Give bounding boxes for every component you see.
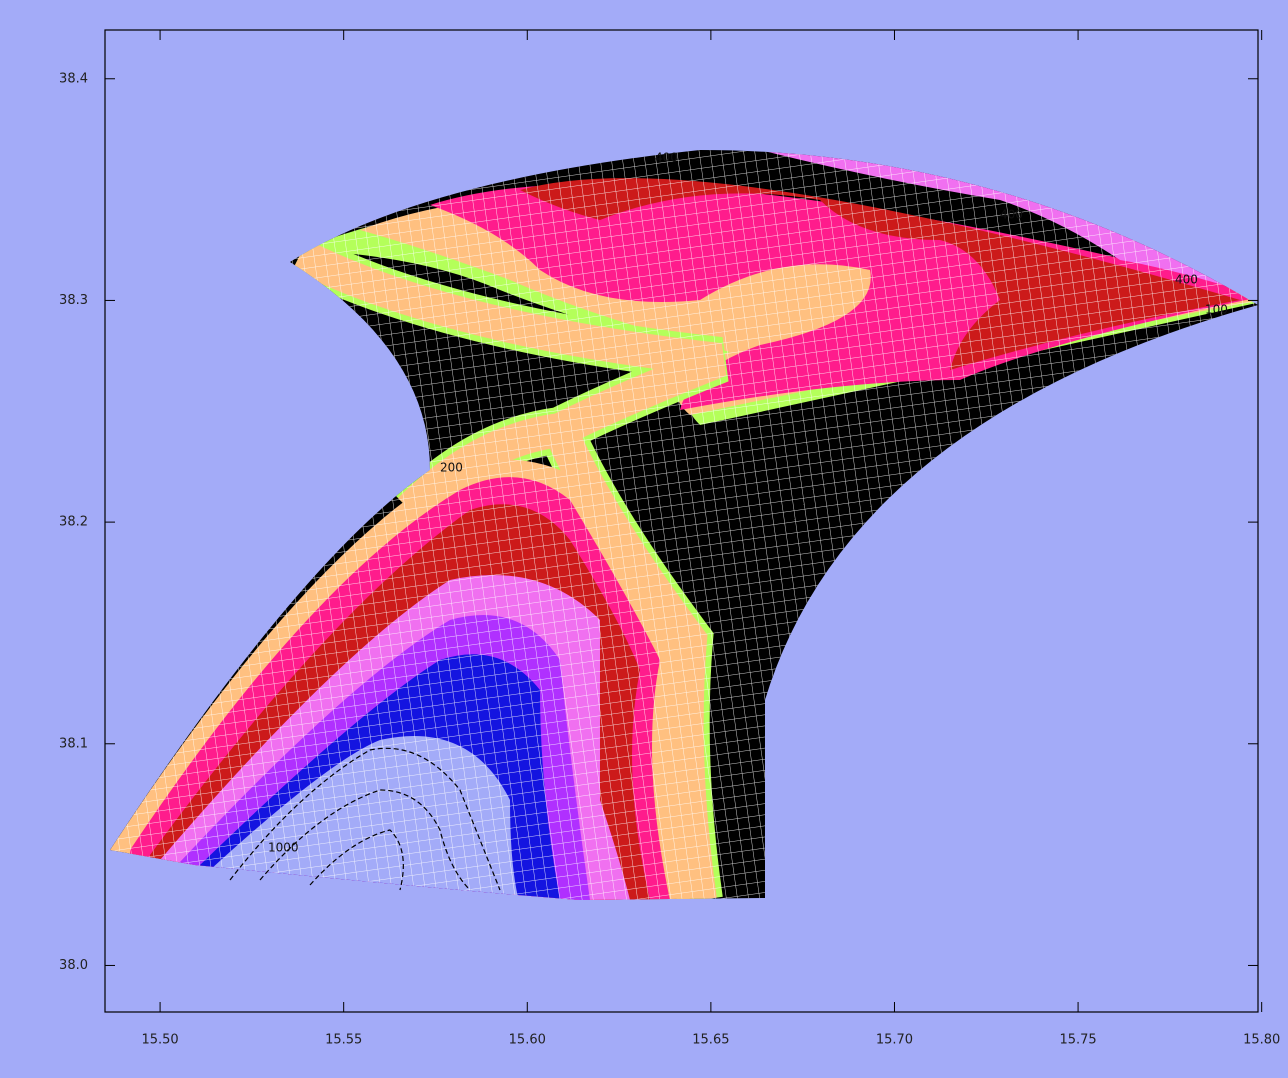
x-tick-label: 15.55	[325, 1033, 362, 1048]
x-tick-label: 15.80	[1243, 1033, 1280, 1048]
map-figure: 400 400 400 100 200 1000 15.50 15.55 15.60…	[0, 0, 1288, 1074]
y-tick-label: 38.0	[59, 958, 88, 973]
y-tick-label: 38.1	[59, 736, 88, 751]
x-tick-label: 15.70	[876, 1033, 913, 1048]
x-tick-label: 15.50	[141, 1033, 178, 1048]
contour-label: 400	[1000, 208, 1023, 222]
x-tick-label: 15.75	[1059, 1033, 1096, 1048]
x-tick-label: 15.65	[692, 1033, 729, 1048]
contour-label: 400	[1175, 273, 1198, 287]
y-tick-label: 38.3	[59, 293, 88, 308]
y-tick-label: 38.2	[59, 515, 88, 530]
contour-label: 100	[1205, 303, 1228, 317]
contour-label: 1000	[268, 841, 299, 855]
contour-label: 400	[655, 151, 678, 165]
x-tick-label: 15.60	[509, 1033, 546, 1048]
y-tick-label: 38.4	[59, 71, 88, 86]
page: {"xaxis": {"lim": [15.485, 15.799], "tic…	[0, 0, 1288, 1074]
contour-label: 200	[440, 461, 463, 475]
